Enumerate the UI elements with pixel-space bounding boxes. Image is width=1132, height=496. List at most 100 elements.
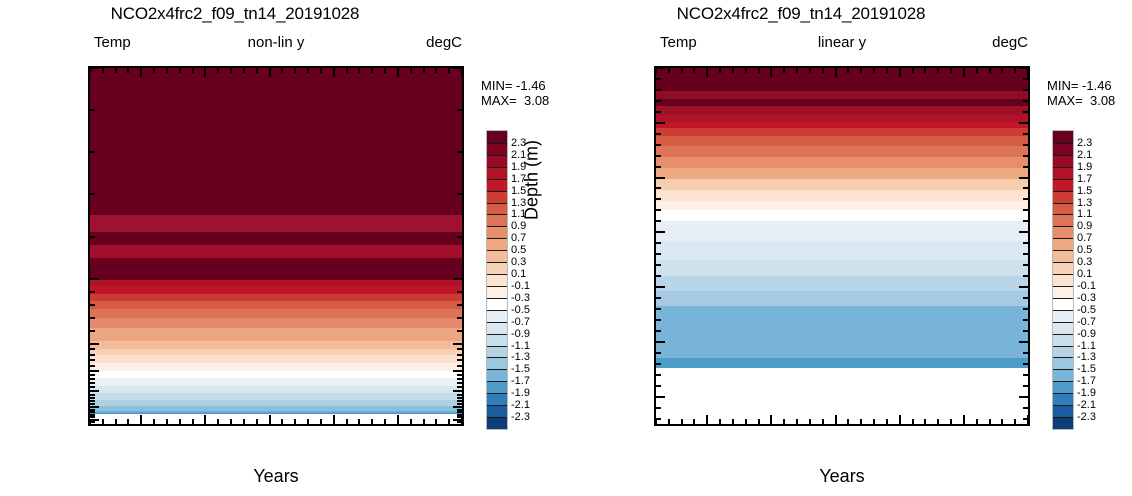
x-tick-minor [127, 419, 130, 424]
y-tick-minor [656, 351, 661, 354]
panel-right-plot-area: 0100020003000400050006000125130135140145… [654, 66, 1030, 426]
colorbar-tick-label: 0.9 [1077, 220, 1093, 233]
contour-band [90, 215, 462, 233]
colorbar-tick-label: -1.1 [511, 339, 530, 352]
x-tick-minor [719, 68, 722, 73]
panel-left-minmax-annotation: MIN= -1.46 MAX= 3.08 [481, 78, 550, 108]
contour-band [656, 136, 1028, 146]
y-tick-minor [90, 235, 95, 238]
y-tick-minor [656, 264, 661, 267]
y-tick-minor [90, 396, 95, 399]
panel-right-linear: NCO2x4frc2_f09_tn14_20191028 Temp linear… [522, 0, 1132, 496]
y-tick-minor [1023, 264, 1028, 267]
y-tick-major [656, 68, 665, 69]
y-tick-minor [457, 399, 462, 402]
y-tick-minor [1023, 110, 1028, 113]
contour-band [90, 377, 462, 386]
y-tick-major [90, 68, 99, 69]
y-tick-major [453, 342, 462, 345]
x-tick-minor [294, 419, 297, 424]
panel-left-nonlinear: NCO2x4frc2_f09_tn14_20191028 Temp non-li… [88, 4, 550, 486]
y-tick-minor [1023, 275, 1028, 278]
contour-band [90, 300, 462, 309]
y-tick-major [656, 340, 665, 343]
x-tick-minor [371, 419, 374, 424]
contour-band [656, 291, 1028, 307]
y-tick-minor [90, 316, 95, 319]
x-tick-minor [153, 68, 156, 73]
colorbar-cell [1053, 393, 1073, 406]
colorbar-tick-label: -1.3 [511, 351, 530, 364]
contour-band [90, 363, 462, 371]
colorbar-cell [1053, 369, 1073, 382]
colorbar-tick-label: -1.9 [511, 387, 530, 400]
colorbar-tick-label: -0.3 [511, 291, 530, 304]
contour-band [90, 286, 462, 294]
y-tick-minor [1023, 220, 1028, 223]
contour-band [90, 411, 462, 414]
x-tick-major [461, 415, 462, 424]
x-tick-minor [783, 68, 786, 73]
contour-band [90, 370, 462, 378]
y-tick-minor [90, 382, 95, 385]
contour-band [656, 200, 1028, 211]
y-tick-major [90, 342, 99, 345]
x-tick-minor [847, 68, 850, 73]
x-tick-major [898, 415, 901, 424]
x-tick-major [396, 415, 399, 424]
x-tick-minor [757, 419, 760, 424]
y-tick-minor [1023, 253, 1028, 256]
contour-band [656, 91, 1028, 99]
x-tick-minor [950, 419, 953, 424]
contour-band [656, 210, 1028, 222]
y-tick-minor [457, 359, 462, 362]
y-tick-minor [457, 382, 462, 385]
colorbar-cell [487, 190, 507, 203]
colorbar-cell [1053, 381, 1073, 394]
panel-left-header-yscale: non-lin y [247, 34, 305, 51]
colorbar-tick-label: 2.3 [511, 136, 527, 149]
x-tick-major [834, 68, 837, 77]
y-tick-minor [90, 359, 95, 362]
contour-band [90, 414, 462, 424]
y-tick-minor [90, 411, 95, 414]
colorbar-tick-label: 1.9 [1077, 160, 1093, 173]
contour-band [656, 240, 1028, 260]
x-tick-minor [217, 419, 220, 424]
x-tick-minor [345, 419, 348, 424]
x-tick-minor [422, 68, 425, 73]
x-tick-minor [693, 68, 696, 73]
y-tick-minor [90, 413, 95, 416]
y-tick-minor [90, 386, 95, 389]
x-tick-major [770, 68, 773, 77]
y-tick-minor [90, 399, 95, 402]
y-tick-minor [90, 348, 95, 351]
y-tick-minor [457, 411, 462, 414]
y-tick-minor [90, 364, 95, 367]
colorbar-cell [1053, 274, 1073, 286]
y-tick-minor [656, 253, 661, 256]
contour-band [90, 399, 462, 406]
x-tick-minor [719, 419, 722, 424]
x-tick-minor [808, 68, 811, 73]
colorbar-cell [1053, 309, 1073, 322]
y-tick-major [453, 406, 462, 409]
colorbar-cell [1053, 417, 1073, 429]
contour-band [656, 368, 1028, 424]
y-tick-major [1019, 68, 1028, 69]
x-tick-minor [821, 68, 824, 73]
colorbar-cell [1053, 321, 1073, 334]
x-tick-minor [435, 68, 438, 73]
x-tick-major [332, 415, 335, 424]
y-tick-minor [656, 242, 661, 245]
y-tick-minor [457, 413, 462, 416]
panel-right-colorbar-scale: 2.3 2.1 1.9 1.7 1.5 1.3 1.1 0.9 0.7 0.5 0.3 0.1 -0.1… [1052, 130, 1096, 430]
x-tick-minor [796, 419, 799, 424]
x-tick-minor [384, 68, 387, 73]
colorbar-cell [1053, 405, 1073, 418]
colorbar-tick-label: 0.9 [511, 220, 527, 233]
x-tick-major [834, 415, 837, 424]
y-tick-minor [457, 151, 462, 154]
x-tick-major [1027, 68, 1028, 77]
panel-right-y-axis-label: Depth (m) [521, 139, 542, 221]
